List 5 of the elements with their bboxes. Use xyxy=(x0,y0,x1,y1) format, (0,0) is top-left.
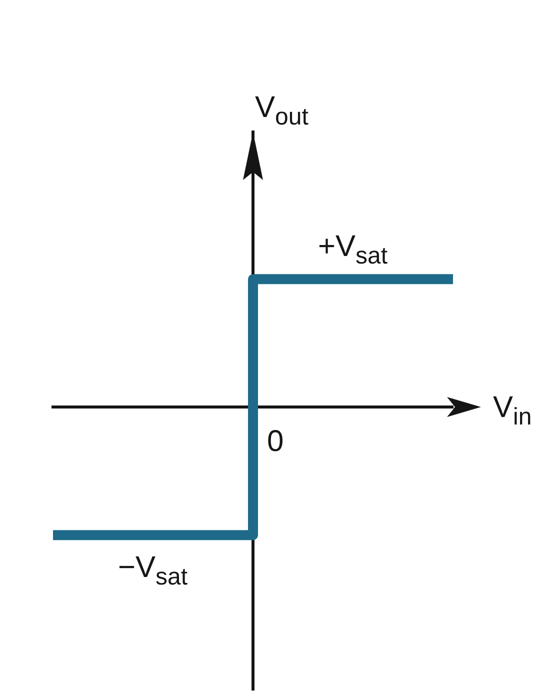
annotation: 0 xyxy=(267,425,284,458)
y-axis-title: V$_{out}$ xyxy=(255,91,308,131)
x-axis-title: V$_{in}$ xyxy=(493,390,532,430)
annotation: −V$_{sat}$ xyxy=(118,551,188,591)
annotation: +V$_{sat}$ xyxy=(318,230,388,270)
